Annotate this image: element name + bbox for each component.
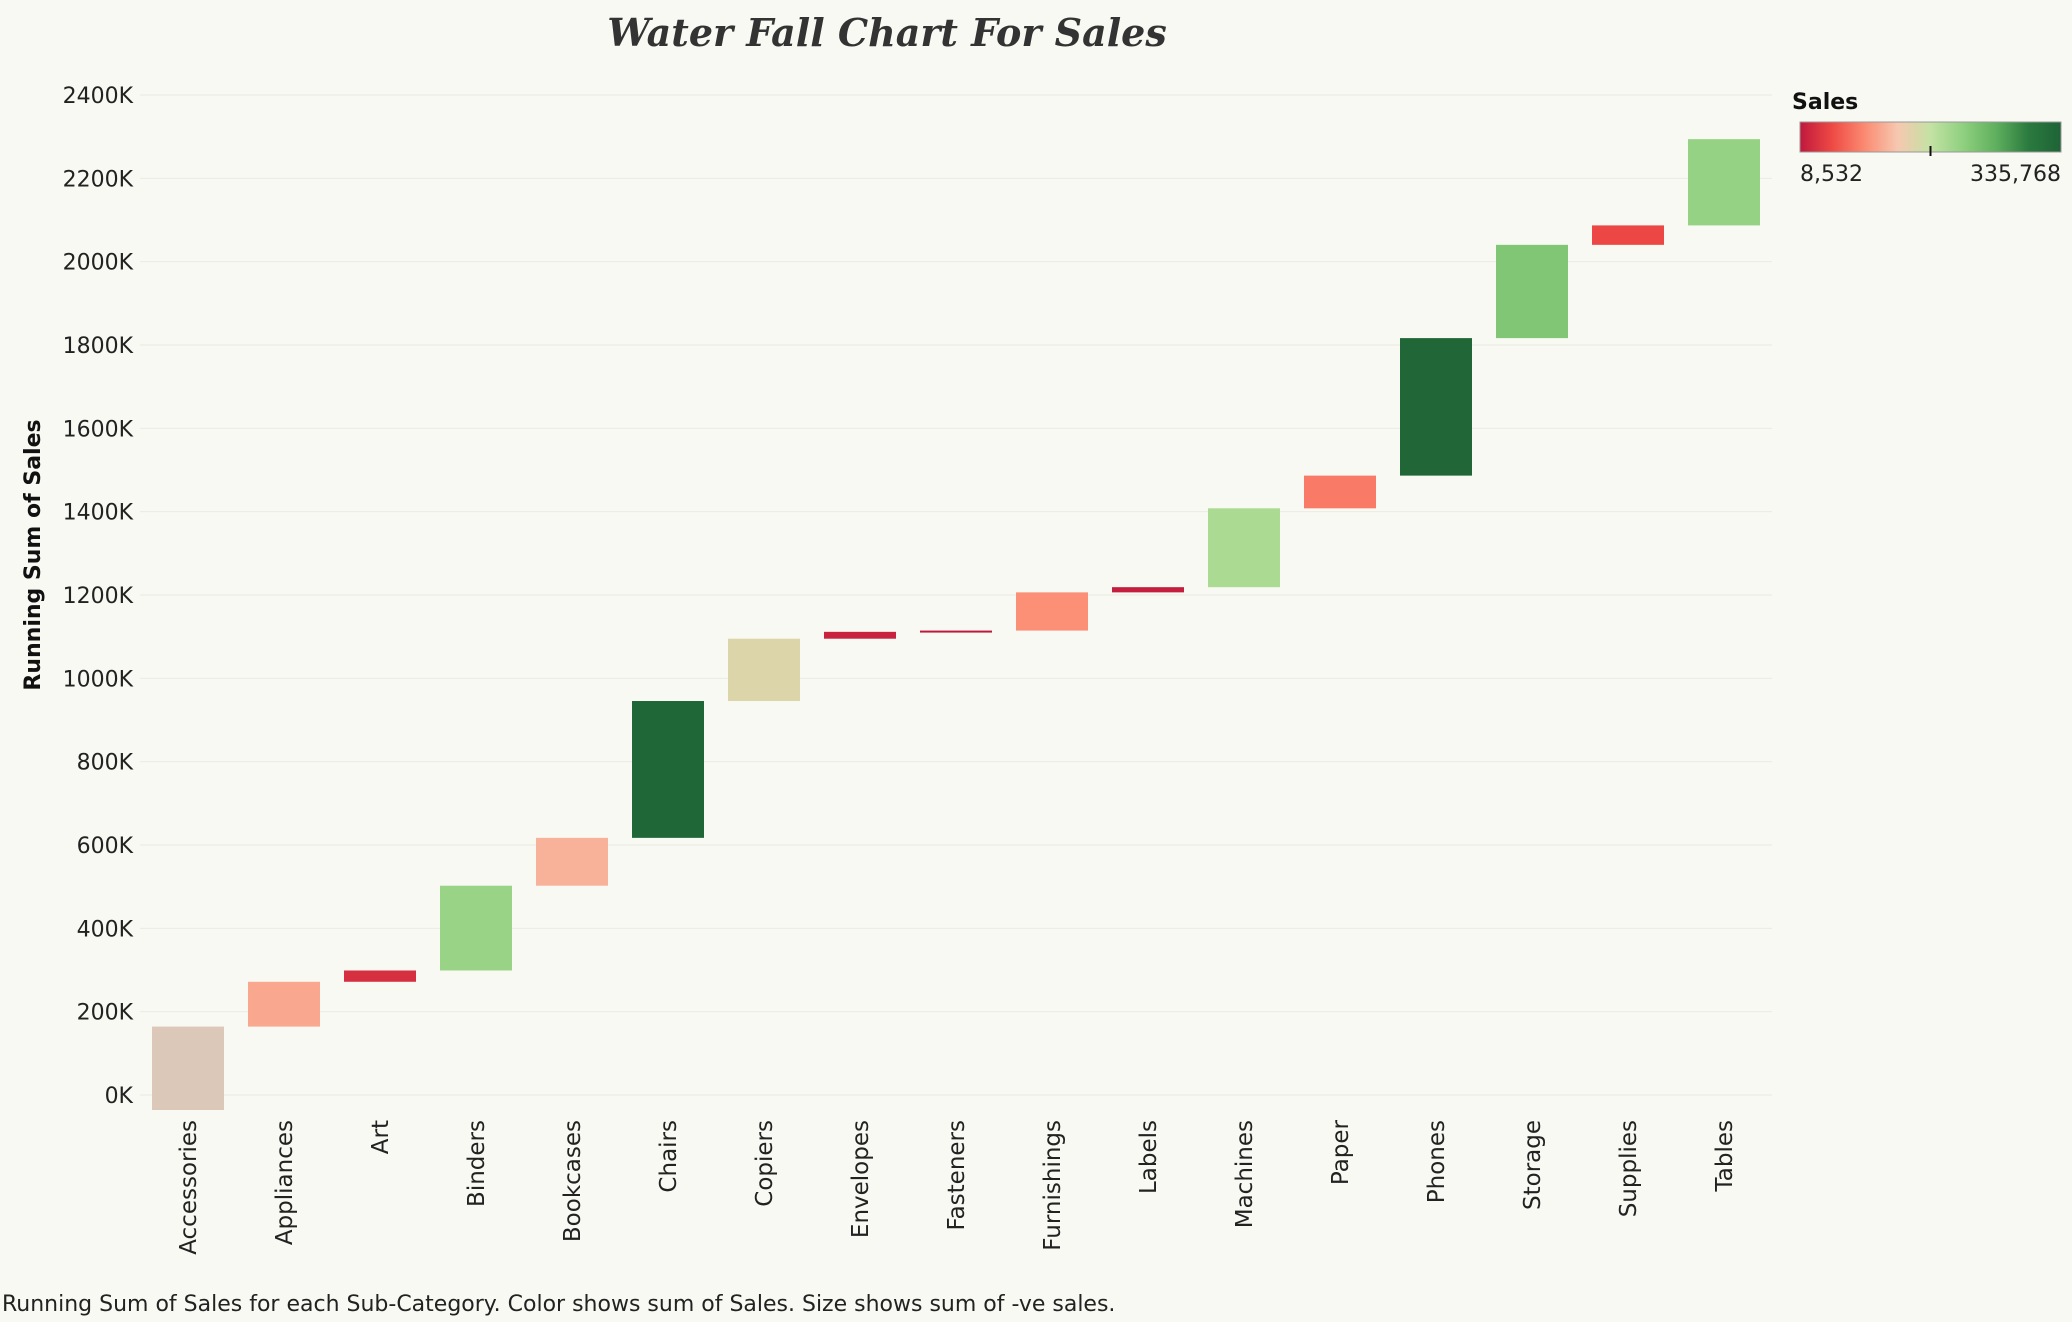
x-tick-label: Furnishings (1040, 1120, 1066, 1251)
bars (152, 139, 1760, 1110)
y-tick-label: 0K (105, 1084, 134, 1109)
y-tick-label: 800K (77, 751, 134, 776)
bar-phones[interactable] (1400, 338, 1472, 476)
y-tick-label: 1200K (63, 584, 134, 609)
x-tick-label: Tables (1712, 1120, 1738, 1192)
x-tick-label: Bookcases (560, 1120, 586, 1242)
y-tick-label: 1600K (63, 417, 134, 442)
bar-appliances[interactable] (248, 981, 320, 1027)
x-tick-label: Chairs (656, 1120, 682, 1193)
x-tick-label: Copiers (752, 1120, 778, 1207)
bar-machines[interactable] (1208, 508, 1280, 588)
legend-max-label: 335,768 (1970, 162, 2061, 187)
y-tick-label: 2400K (63, 84, 134, 109)
bar-supplies[interactable] (1592, 225, 1664, 245)
x-tick-label: Machines (1232, 1120, 1258, 1228)
x-tick-label: Art (368, 1120, 394, 1154)
x-tick-label: Fasteners (944, 1120, 970, 1231)
y-tick-label: 2200K (63, 167, 134, 192)
x-tick-label: Labels (1136, 1120, 1162, 1194)
y-tick-label: 2000K (63, 251, 134, 276)
legend-min-label: 8,532 (1800, 162, 1863, 187)
color-legend: Sales 8,532 335,768 (1792, 90, 2062, 187)
x-axis-ticks: Accessories Appliances Art Binders Bookcases… (176, 1119, 1738, 1254)
x-tick-label: Envelopes (848, 1120, 874, 1238)
bar-copiers[interactable] (728, 638, 800, 702)
y-tick-label: 200K (77, 1001, 134, 1026)
bar-chairs[interactable] (632, 701, 704, 838)
x-tick-label: Paper (1328, 1119, 1354, 1185)
legend-title: Sales (1792, 90, 1858, 115)
x-tick-label: Appliances (272, 1120, 298, 1245)
bar-envelopes[interactable] (824, 631, 896, 639)
x-tick-label: Supplies (1616, 1120, 1642, 1217)
bar-storage[interactable] (1496, 244, 1568, 339)
chart-title: Water Fall Chart For Sales (607, 10, 1166, 55)
bar-furnishings[interactable] (1016, 592, 1088, 631)
bar-bookcases[interactable] (536, 837, 608, 886)
bar-labels[interactable] (1112, 587, 1184, 593)
y-axis-label: Running Sum of Sales (21, 419, 46, 690)
bar-art[interactable] (344, 970, 416, 982)
bar-fasteners[interactable] (920, 630, 992, 633)
y-tick-label: 1400K (63, 501, 134, 526)
x-tick-label: Phones (1424, 1120, 1450, 1203)
chart-caption: Running Sum of Sales for each Sub-Catego… (2, 1292, 1116, 1317)
y-axis-ticks: 0K 200K 400K 600K 800K 1000K 1200K 1400K 1600K 18… (63, 84, 134, 1109)
bar-binders[interactable] (440, 885, 512, 971)
x-tick-label: Binders (464, 1120, 490, 1207)
bar-accessories[interactable] (152, 1026, 224, 1110)
bar-paper[interactable] (1304, 475, 1376, 509)
y-tick-label: 1800K (63, 334, 134, 359)
bar-tables[interactable] (1688, 139, 1760, 226)
y-tick-label: 1000K (63, 667, 134, 692)
y-tick-label: 600K (77, 834, 134, 859)
y-tick-label: 400K (77, 917, 134, 942)
x-tick-label: Storage (1520, 1120, 1546, 1210)
gridlines (140, 94, 1772, 1096)
x-tick-label: Accessories (176, 1120, 202, 1255)
